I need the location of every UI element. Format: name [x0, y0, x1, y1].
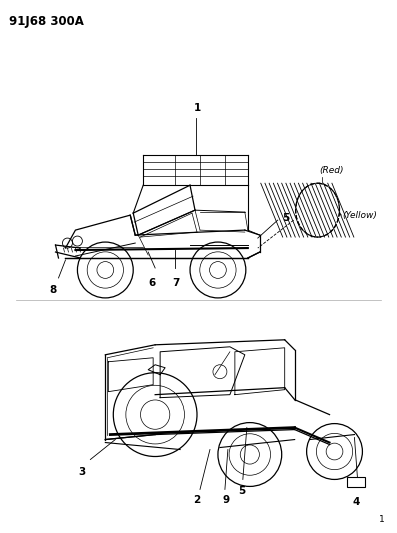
Text: 6: 6 [148, 278, 156, 288]
Text: 8: 8 [49, 285, 56, 295]
Text: 2: 2 [193, 495, 200, 505]
Text: (Yellow): (Yellow) [343, 211, 378, 220]
Text: 1: 1 [193, 103, 200, 114]
Text: 9: 9 [222, 495, 229, 505]
Text: (Red): (Red) [320, 166, 344, 175]
Text: 7: 7 [172, 278, 180, 288]
Text: 1: 1 [379, 515, 384, 524]
Text: 5: 5 [282, 213, 289, 223]
Bar [347, 478, 365, 487]
Text: 91J68 300A: 91J68 300A [9, 15, 83, 28]
Text: 4: 4 [353, 497, 360, 507]
Text: 5: 5 [238, 487, 245, 496]
Text: 3: 3 [79, 467, 86, 478]
Ellipse shape [296, 183, 339, 237]
